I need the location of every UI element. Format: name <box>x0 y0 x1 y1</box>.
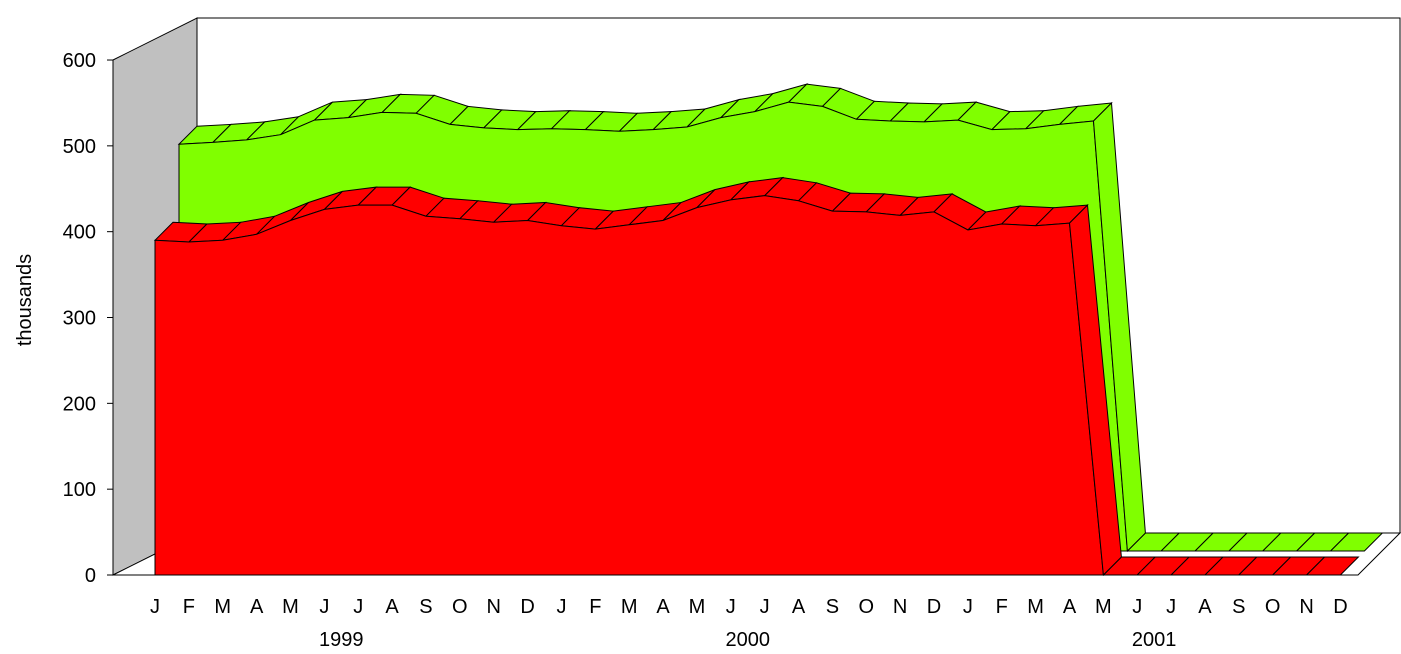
x-tick-label: M <box>1095 596 1112 618</box>
x-tick-label: M <box>1027 596 1044 618</box>
x-tick-label: D <box>1333 596 1347 618</box>
x-tick-label: A <box>792 596 806 618</box>
series-layer <box>153 83 1384 577</box>
y-tick-label: 200 <box>63 393 96 415</box>
y-tick-label: 0 <box>85 565 96 587</box>
x-tick-label: J <box>963 596 973 618</box>
x-tick-label: N <box>1299 596 1313 618</box>
x-tick-label: N <box>893 596 907 618</box>
y-tick-label: 600 <box>63 50 96 72</box>
data-point <box>1329 532 1384 552</box>
x-tick-label: N <box>486 596 500 618</box>
x-tick-label: J <box>150 596 160 618</box>
x-axis: J F M A M J J A S O N D J F M A M J J A S O N D J F M A M J J A S O N D1999… <box>150 596 1348 651</box>
series-side-face <box>1068 203 1122 577</box>
x-tick-label: J <box>556 596 566 618</box>
y-tick-label: 500 <box>63 136 96 158</box>
series-area-front <box>154 195 1104 576</box>
x-tick-label: J <box>1132 596 1142 618</box>
x-tick-label: M <box>689 596 706 618</box>
x-tick-label: A <box>250 596 264 618</box>
x-tick-label: M <box>621 596 638 618</box>
x-tick-label: S <box>419 596 432 618</box>
x-tick-label: A <box>1198 596 1212 618</box>
x-tick-label: D <box>520 596 534 618</box>
y-tick-label: 300 <box>63 308 96 330</box>
x-tick-label: O <box>452 596 468 618</box>
x-tick-label: J <box>726 596 736 618</box>
x-tick-label: O <box>1265 596 1281 618</box>
x-tick-label: O <box>858 596 874 618</box>
y-axis-title: thousands <box>14 254 36 346</box>
series-side-face <box>1092 101 1146 553</box>
data-point <box>1305 556 1360 576</box>
x-tick-label: A <box>385 596 399 618</box>
x-tick-label: S <box>826 596 839 618</box>
x-tick-label: M <box>282 596 299 618</box>
y-tick-label: 400 <box>63 222 96 244</box>
x-tick-label: J <box>760 596 770 618</box>
year-label: 2001 <box>1132 629 1177 651</box>
x-tick-label: D <box>927 596 941 618</box>
x-tick-label: J <box>353 596 363 618</box>
x-tick-label: A <box>1063 596 1077 618</box>
x-tick-label: F <box>589 596 601 618</box>
x-tick-label: J <box>1166 596 1176 618</box>
year-label: 2000 <box>725 629 770 651</box>
x-tick-label: J <box>319 596 329 618</box>
year-label: 1999 <box>319 629 364 651</box>
y-axis: 0 100 200 300 400 500 600 <box>63 50 113 587</box>
x-tick-label: S <box>1232 596 1245 618</box>
x-tick-label: F <box>996 596 1008 618</box>
x-tick-label: F <box>183 596 195 618</box>
series-ff0000 <box>153 176 1360 577</box>
x-tick-label: M <box>214 596 231 618</box>
y-tick-label: 100 <box>63 479 96 501</box>
x-tick-label: A <box>656 596 670 618</box>
